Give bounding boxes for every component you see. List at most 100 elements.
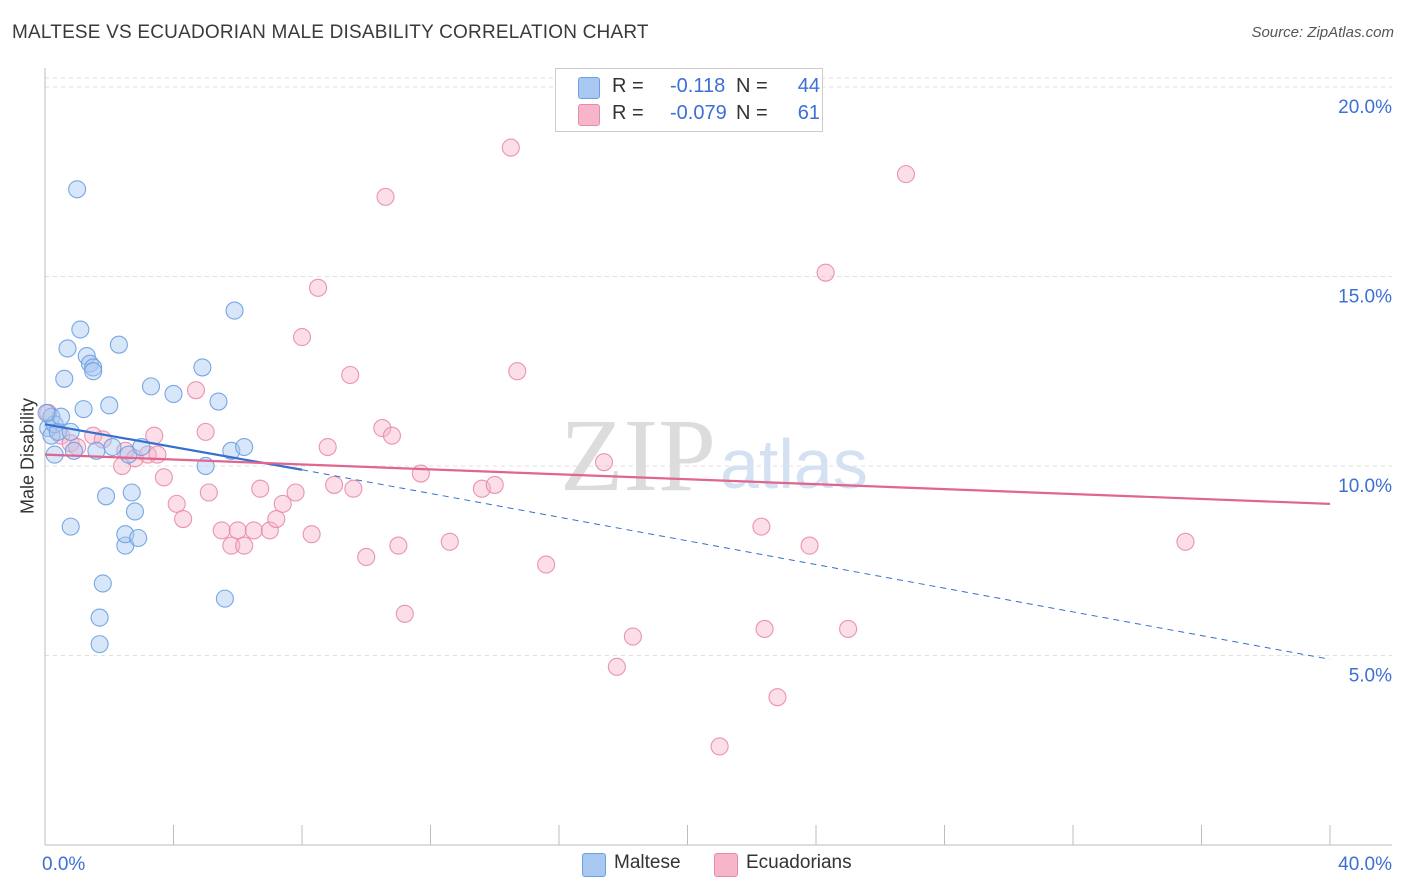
data-point-maltese xyxy=(52,407,71,426)
n-label: N = xyxy=(736,102,768,124)
r-value: -0.079 xyxy=(670,102,727,124)
legend-swatch-ecuadorians xyxy=(578,104,600,126)
data-point-ecuadorians xyxy=(440,532,459,551)
x-tick-label-min: 0.0% xyxy=(42,854,85,875)
data-point-ecuadorians xyxy=(325,475,344,494)
data-point-maltese xyxy=(125,502,144,521)
data-point-ecuadorians xyxy=(376,187,395,206)
data-point-ecuadorians xyxy=(186,381,206,400)
data-point-ecuadorians xyxy=(273,494,292,513)
data-point-ecuadorians xyxy=(508,362,527,381)
y-tick-label: 5.0% xyxy=(1349,665,1392,686)
data-point-ecuadorians xyxy=(373,419,392,438)
grid-lines xyxy=(45,77,1392,656)
data-point-ecuadorians xyxy=(1176,532,1195,551)
n-label: N = xyxy=(736,75,768,97)
data-point-maltese xyxy=(100,396,119,415)
data-point-maltese xyxy=(74,400,93,419)
y-axis-label: Male Disability xyxy=(17,397,38,515)
data-point-ecuadorians xyxy=(167,494,186,513)
source-label: Source: ZipAtlas.com xyxy=(1251,24,1394,41)
data-point-ecuadorians xyxy=(594,453,614,472)
legend-swatch-maltese xyxy=(578,77,600,99)
correlation-legend: R = -0.118 N = 44 R = -0.079 N = 61 xyxy=(555,68,823,132)
data-point-ecuadorians xyxy=(389,536,408,555)
data-point-ecuadorians xyxy=(839,619,858,639)
data-point-maltese xyxy=(84,362,103,381)
data-point-ecuadorians xyxy=(292,328,312,347)
data-point-ecuadorians xyxy=(344,479,363,498)
data-point-ecuadorians xyxy=(251,479,270,498)
data-point-ecuadorians xyxy=(148,445,167,464)
data-point-maltese xyxy=(109,335,128,354)
data-point-maltese xyxy=(61,422,80,441)
data-point-maltese xyxy=(90,635,109,654)
data-point-ecuadorians xyxy=(800,536,819,555)
x-tick-labels: 0.0% 40.0% xyxy=(42,854,1392,875)
data-point-ecuadorians xyxy=(318,437,337,457)
data-point-ecuadorians xyxy=(607,657,626,676)
trend-line-ecuadorians xyxy=(44,453,1331,505)
data-point-maltese xyxy=(58,339,77,358)
data-point-maltese xyxy=(68,180,87,199)
data-point-ecuadorians xyxy=(267,509,286,529)
chart-title: MALTESE VS ECUADORIAN MALE DISABILITY CO… xyxy=(12,22,649,43)
data-point-maltese xyxy=(141,377,161,396)
data-point-ecuadorians xyxy=(199,483,218,502)
data-point-ecuadorians xyxy=(501,138,520,157)
trend-line-maltese-extension xyxy=(301,469,1331,660)
data-point-maltese xyxy=(225,301,244,320)
trend-lines xyxy=(44,423,1331,660)
data-point-ecuadorians xyxy=(222,536,241,555)
data-point-ecuadorians xyxy=(382,426,402,445)
legend-swatch-maltese xyxy=(582,853,606,877)
legend-label-maltese: Maltese xyxy=(614,852,681,873)
data-point-maltese xyxy=(215,589,234,608)
data-point-maltese xyxy=(209,392,228,411)
data-point-ecuadorians xyxy=(212,521,231,540)
data-point-ecuadorians xyxy=(174,509,193,529)
data-point-ecuadorians xyxy=(485,475,504,494)
n-value: 44 xyxy=(797,75,820,97)
data-point-ecuadorians xyxy=(235,536,254,555)
y-tick-label: 15.0% xyxy=(1338,286,1392,307)
axes xyxy=(44,68,1392,846)
r-label: R = xyxy=(612,75,644,97)
data-point-maltese xyxy=(193,358,212,377)
data-point-maltese xyxy=(37,403,56,422)
data-point-maltese xyxy=(129,528,148,548)
data-point-maltese xyxy=(61,517,80,536)
data-point-ecuadorians xyxy=(357,547,376,566)
legend-label-ecuadorians: Ecuadorians xyxy=(746,852,852,873)
data-point-ecuadorians xyxy=(309,278,328,297)
data-point-maltese xyxy=(84,358,103,377)
data-point-maltese xyxy=(90,608,109,627)
data-point-ecuadorians xyxy=(755,619,774,639)
r-label: R = xyxy=(612,102,644,124)
data-point-ecuadorians xyxy=(196,422,215,441)
data-point-ecuadorians xyxy=(411,464,430,483)
data-point-ecuadorians xyxy=(260,521,279,540)
data-point-ecuadorians xyxy=(154,468,173,487)
watermark-atlas: atlas xyxy=(720,425,868,503)
data-point-ecuadorians xyxy=(816,263,835,282)
data-point-maltese xyxy=(164,384,183,404)
data-point-ecuadorians xyxy=(395,604,414,623)
data-point-ecuadorians xyxy=(537,555,556,574)
data-point-ecuadorians xyxy=(768,688,787,707)
data-point-ecuadorians xyxy=(710,737,729,756)
data-point-ecuadorians xyxy=(286,483,305,502)
y-tick-labels: 5.0% 10.0% 15.0% 20.0% xyxy=(1338,97,1392,687)
data-point-ecuadorians xyxy=(341,365,360,385)
watermark-zip: ZIP xyxy=(560,398,716,513)
legend-swatch-ecuadorians xyxy=(714,853,738,877)
n-value: 61 xyxy=(797,102,820,124)
data-point-ecuadorians xyxy=(623,627,642,646)
data-point-maltese xyxy=(122,483,141,502)
data-point-maltese xyxy=(235,437,254,457)
data-point-maltese xyxy=(93,574,112,593)
y-tick-label: 10.0% xyxy=(1338,476,1392,497)
data-point-maltese xyxy=(71,320,90,339)
data-point-ecuadorians xyxy=(244,521,263,540)
